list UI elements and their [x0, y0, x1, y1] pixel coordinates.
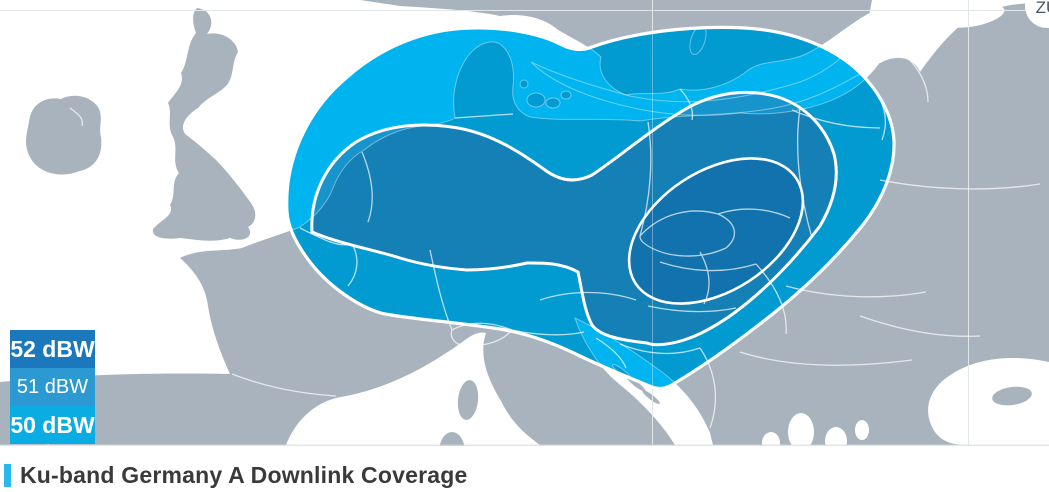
- europe-coverage-map: ZU: [0, 0, 1049, 446]
- figure-caption: Ku-band Germany A Downlink Coverage: [0, 446, 1049, 492]
- partial-badge: ZU: [1025, 0, 1049, 28]
- legend-item-52dbw: 52 dBW: [10, 330, 95, 368]
- coverage-legend: 52 dBW 51 dBW 50 dBW: [10, 330, 95, 444]
- europe-map-area: ZU 52 dBW 51 dBW 50 dBW: [0, 0, 1049, 446]
- caption-text: Ku-band Germany A Downlink Coverage: [20, 461, 468, 488]
- badge-circle: [1025, 0, 1049, 28]
- legend-item-51dbw: 51 dBW: [10, 368, 95, 406]
- caption-accent-bar: [4, 463, 11, 487]
- badge-text: ZU: [1036, 0, 1049, 17]
- legend-item-50dbw: 50 dBW: [10, 406, 95, 444]
